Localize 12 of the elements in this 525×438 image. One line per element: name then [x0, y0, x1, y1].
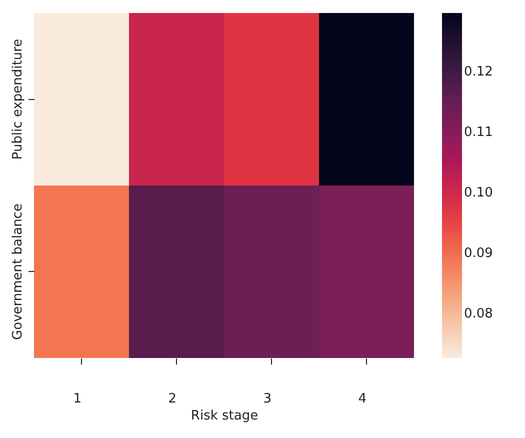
- y-tick-label: Government balance: [10, 204, 26, 340]
- color-bar-label: 0.11: [464, 125, 493, 140]
- color-bar-label: 0.08: [464, 306, 493, 322]
- x-axis-title: Risk stage: [190, 408, 258, 424]
- color-bar-label: 0.10: [464, 185, 493, 200]
- x-tick-label: 2: [168, 392, 176, 406]
- color-bar-label: 0.09: [464, 246, 493, 261]
- x-tick-label: 3: [263, 392, 272, 406]
- x-tick-label: 1: [73, 392, 82, 406]
- y-tick-label: Public expenditure: [10, 38, 26, 160]
- color-bar-label: 0.12: [464, 64, 493, 80]
- x-tick-label: 4: [358, 392, 366, 406]
